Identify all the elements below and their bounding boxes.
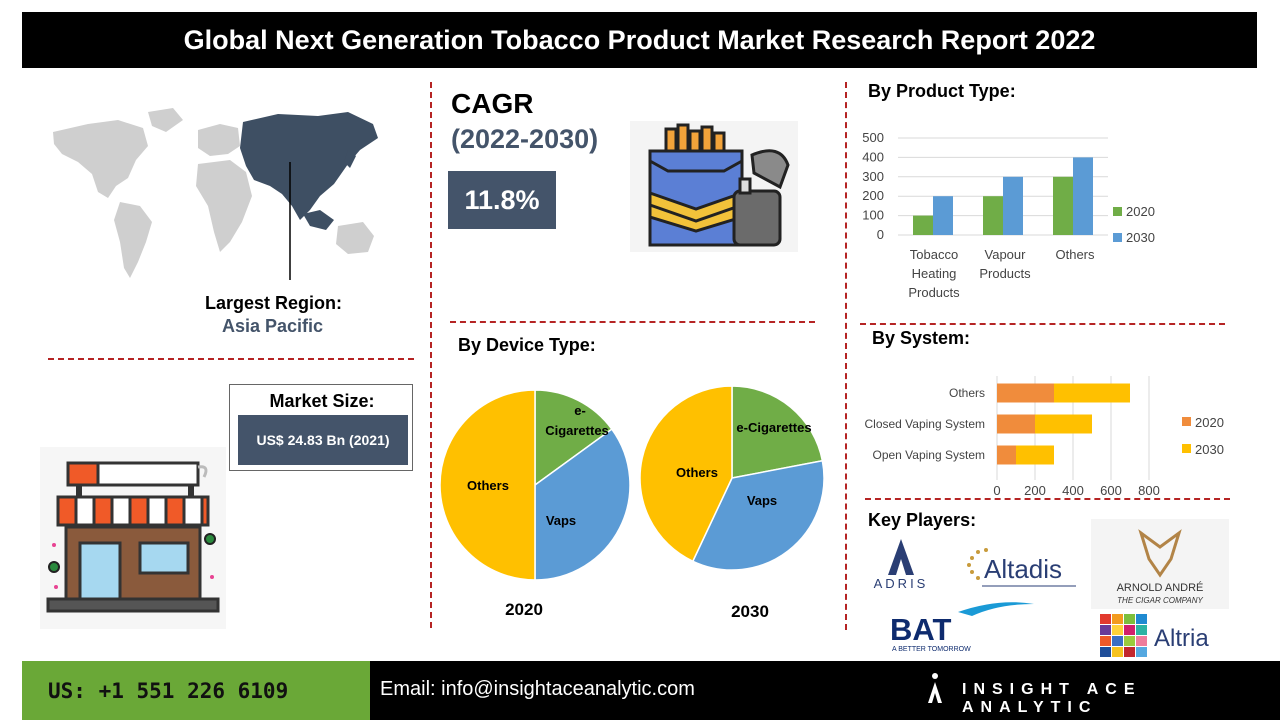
product-ytick: 300 (862, 169, 884, 184)
system-legend-2020: 2020 (1195, 415, 1224, 430)
system-cat-0: Open Vaping System (872, 448, 985, 462)
product-cat-1-line1: Vapour (985, 247, 1027, 262)
svg-text:Altadis: Altadis (984, 554, 1062, 584)
product-bar-2030-1 (1003, 176, 1023, 235)
product-legend-2030-swatch (1113, 233, 1122, 242)
system-cat-1: Closed Vaping System (864, 417, 985, 431)
product-bar-chart: 0 100 200 300 400 500 Tobacco Heating Product… (862, 130, 1155, 300)
product-cat-0-line2: Heating (912, 266, 957, 281)
market-size-box: Market Size: US$ 24.83 Bn (2021) (229, 384, 413, 471)
system-xtick: 0 (993, 483, 1000, 498)
system-bar-2030-0 (1016, 445, 1054, 465)
svg-text:A BETTER TOMORROW: A BETTER TOMORROW (892, 646, 971, 653)
region-label: Largest Region: (205, 293, 343, 313)
product-cat-0-line3: Products (908, 285, 960, 300)
product-cat-2: Others (1055, 247, 1095, 262)
product-ytick: 0 (877, 227, 884, 242)
svg-text:BAT: BAT (890, 612, 951, 647)
system-bar-chart: 0 200 400 600 800 Others Closed Vaping Syste… (864, 376, 1224, 498)
divider-product (860, 323, 1225, 325)
divider-system (865, 498, 1230, 500)
system-xtick: 600 (1100, 483, 1122, 498)
system-bar-2030-1 (1035, 414, 1092, 434)
market-size-value: US$ 24.83 Bn (2021) (238, 415, 408, 465)
footer-brand: INSIGHT ACE ANALYTIC (962, 681, 1142, 716)
cagr-label: CAGR (451, 88, 534, 119)
device-heading: By Device Type: (458, 335, 596, 355)
altria-logo: Altria (1100, 614, 1209, 657)
svg-text:Altria: Altria (1154, 625, 1209, 652)
divider-cagr (450, 321, 815, 323)
product-ytick: 400 (862, 149, 884, 164)
region-value: Asia Pacific (222, 316, 324, 336)
shop-icon (40, 447, 226, 629)
product-cat-1-line2: Products (979, 266, 1031, 281)
product-bar-2030-2 (1073, 157, 1093, 235)
pie-2030-slice-2 (639, 385, 733, 563)
system-cat-2: Others (949, 386, 985, 400)
product-heading: By Product Type: (868, 81, 1016, 101)
divider-region (48, 358, 414, 360)
device-pie-charts: e- Cigarettes Vaps Others 2020 e-Cigaret… (439, 385, 825, 621)
pie-2020-label-ecig1: e- (574, 403, 586, 418)
system-legend-2030-swatch (1182, 444, 1191, 453)
divider-left (430, 82, 432, 628)
product-ytick: 100 (862, 208, 884, 223)
report-title: Global Next Generation Tobacco Product M… (22, 12, 1257, 68)
bat-logo: BAT A BETTER TOMORROW (890, 602, 1034, 653)
product-legend-2020: 2020 (1126, 204, 1155, 219)
pie-2030-slice-1 (691, 459, 825, 571)
footer-bar: Email: info@insightaceanalytic.com INSIG… (370, 661, 1280, 720)
product-ytick: 500 (862, 130, 884, 145)
cagr-period: (2022-2030) (451, 124, 599, 154)
svg-text:ADRIS: ADRIS (874, 576, 929, 591)
product-bar-2030-0 (933, 196, 953, 235)
system-xtick: 800 (1138, 483, 1160, 498)
system-legend-2030: 2030 (1195, 442, 1224, 457)
pie-2020-slice-0 (534, 389, 613, 487)
market-size-label: Market Size: (269, 391, 375, 411)
svg-text:ARNOLD ANDRÉ: ARNOLD ANDRÉ (1117, 581, 1204, 594)
pie-2030-label-vaps: Vaps (747, 493, 777, 508)
pie-2020-label-others: Others (467, 478, 509, 493)
cagr-value: 11.8% (448, 171, 556, 229)
insight-ace-logo-icon (928, 673, 942, 703)
product-bar-2020-2 (1053, 176, 1073, 235)
pie-2030-label-ecig: e-Cigarettes (736, 420, 811, 435)
product-cat-0-line1: Tobacco (910, 247, 958, 262)
product-bar-2020-0 (913, 215, 933, 235)
cigarette-pack-icon (630, 121, 798, 252)
svg-text:THE CIGAR COMPANY: THE CIGAR COMPANY (1117, 596, 1203, 605)
adris-logo: ADRIS (874, 539, 929, 591)
footer-email[interactable]: Email: info@insightaceanalytic.com (380, 678, 695, 700)
pie-2020-slice-1 (534, 428, 631, 581)
product-bar-2020-1 (983, 196, 1003, 235)
system-bar-2030-2 (1054, 383, 1130, 403)
pie-2030-title: 2030 (731, 602, 769, 621)
product-legend-2030: 2030 (1126, 230, 1155, 245)
pie-2020-label-ecig2: Cigarettes (545, 423, 609, 438)
altadis-logo: Altadis (967, 548, 1076, 587)
pie-2030-slice-0 (731, 385, 824, 479)
players-heading: Key Players: (868, 510, 977, 530)
pie-2020-label-vaps: Vaps (546, 513, 576, 528)
system-heading: By System: (872, 328, 971, 348)
system-legend-2020-swatch (1182, 417, 1191, 426)
world-map-icon (53, 108, 378, 280)
pie-2030-label-others: Others (676, 465, 718, 480)
system-xtick: 400 (1062, 483, 1084, 498)
system-bar-2020-2 (997, 383, 1054, 403)
divider-right (845, 82, 847, 630)
footer-phone[interactable]: US: +1 551 226 6109 (22, 661, 370, 720)
product-ytick: 200 (862, 188, 884, 203)
system-bar-2020-1 (997, 414, 1035, 434)
system-bar-2020-0 (997, 445, 1016, 465)
product-legend-2020-swatch (1113, 207, 1122, 216)
pie-2020-title: 2020 (505, 600, 543, 619)
system-xtick: 200 (1024, 483, 1046, 498)
pie-2020-slice-2 (439, 389, 536, 581)
arnold-andre-logo: ARNOLD ANDRÉ THE CIGAR COMPANY (1091, 519, 1229, 609)
